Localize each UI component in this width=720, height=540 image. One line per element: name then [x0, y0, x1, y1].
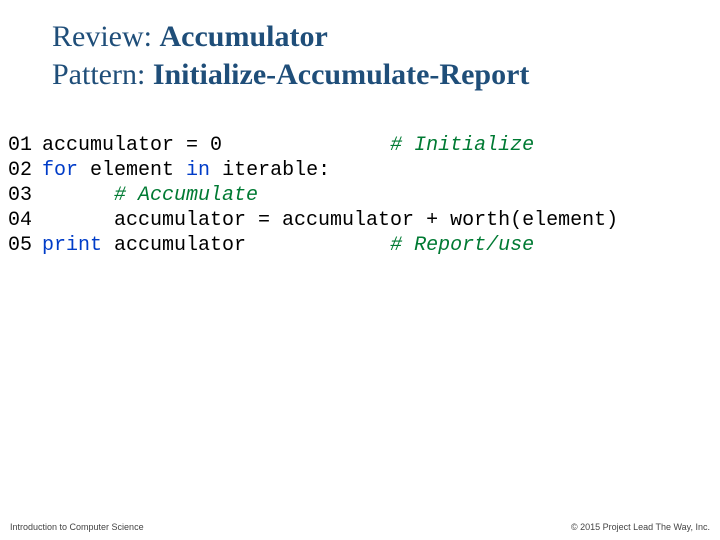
comment: # Report/use — [390, 234, 534, 257]
line-number: 05 — [8, 233, 42, 258]
footer-right: © 2015 Project Lead The Way, Inc. — [571, 522, 710, 532]
code-text: for element in iterable: — [42, 158, 712, 183]
title-text-bold: Accumulator — [159, 20, 327, 53]
code-text: # Accumulate — [42, 183, 712, 208]
code-segment — [42, 184, 114, 207]
line-number: 03 — [8, 183, 42, 208]
code-segment: accumulator — [102, 234, 390, 257]
code-segment: accumulator = accumulator + worth(elemen… — [42, 209, 618, 232]
comment: # Accumulate — [114, 184, 258, 207]
footer: Introduction to Computer Science © 2015 … — [10, 522, 710, 532]
title-text-plain: Review: — [52, 20, 159, 53]
code-segment: iterable: — [210, 159, 330, 182]
footer-left: Introduction to Computer Science — [10, 522, 144, 532]
comment: # Initialize — [390, 134, 534, 157]
line-number: 02 — [8, 158, 42, 183]
line-number: 01 — [8, 133, 42, 158]
code-segment: element — [78, 159, 186, 182]
code-line: 02for element in iterable: — [8, 158, 712, 183]
code-line: 04 accumulator = accumulator + worth(ele… — [8, 208, 712, 233]
title-line-1: Review: Accumulator — [52, 18, 680, 56]
slide: Review: Accumulator Pattern: Initialize-… — [0, 0, 720, 540]
code-text: accumulator = accumulator + worth(elemen… — [42, 208, 712, 233]
code-line: 03 # Accumulate — [8, 183, 712, 208]
code-text: accumulator = 0 # Initialize — [42, 133, 712, 158]
code-line: 05print accumulator # Report/use — [8, 233, 712, 258]
code-block: 01accumulator = 0 # Initialize02for elem… — [0, 93, 720, 258]
keyword: for — [42, 159, 78, 182]
title-line-2: Pattern: Initialize-Accumulate-Report — [52, 56, 680, 94]
code-segment: accumulator = 0 — [42, 134, 390, 157]
keyword: in — [186, 159, 210, 182]
title-text-bold: Initialize-Accumulate-Report — [153, 58, 530, 91]
code-text: print accumulator # Report/use — [42, 233, 712, 258]
title-text-plain: Pattern: — [52, 58, 153, 91]
line-number: 04 — [8, 208, 42, 233]
keyword: print — [42, 234, 102, 257]
code-line: 01accumulator = 0 # Initialize — [8, 133, 712, 158]
title-block: Review: Accumulator Pattern: Initialize-… — [0, 0, 720, 93]
